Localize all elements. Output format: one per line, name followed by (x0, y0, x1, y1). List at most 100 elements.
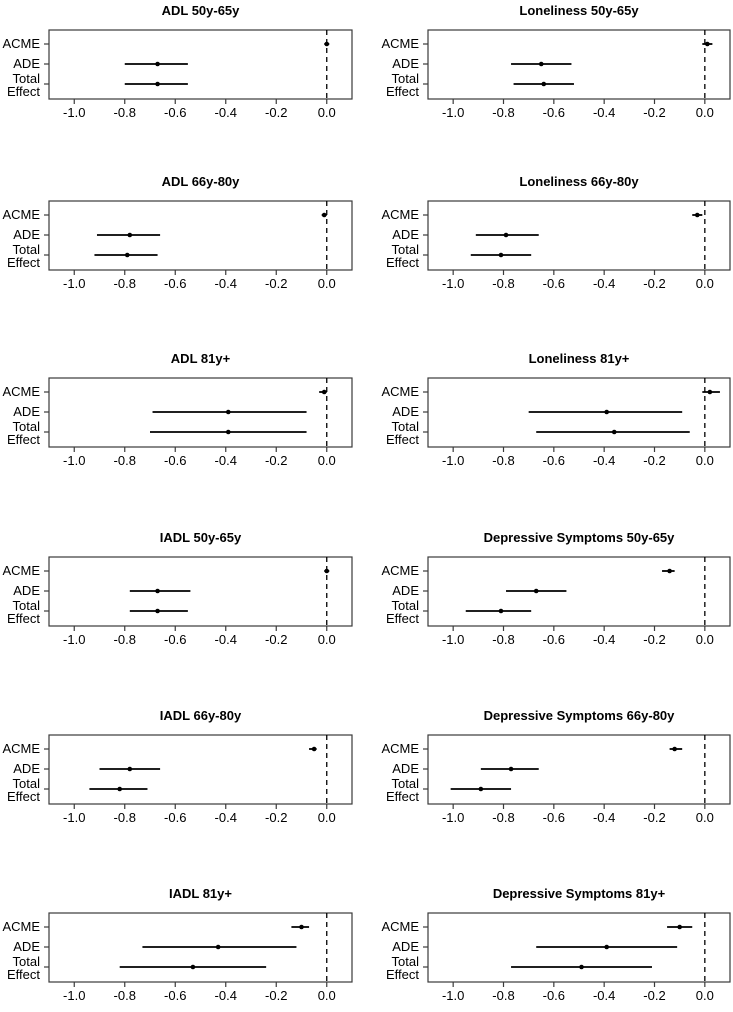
y-axis-label: Effect (7, 84, 40, 99)
y-axis-label: Total (392, 598, 420, 613)
panel-title: IADL 81y+ (169, 886, 232, 901)
x-tick-label: 0.0 (696, 453, 714, 468)
x-tick-label: -0.4 (593, 276, 615, 291)
x-tick-label: 0.0 (696, 810, 714, 825)
y-axis-label: ACME (381, 919, 419, 934)
x-tick-label: -0.8 (114, 988, 136, 1003)
panel-plot-area: -1.0 -0.8 -0.6 -0.4 -0.2 0.0 ACME ADETotalEffec… (2, 912, 353, 1003)
x-tick-label: -0.6 (164, 276, 186, 291)
x-tick-label: -1.0 (442, 105, 464, 120)
point-estimate (225, 409, 231, 415)
y-axis-label: ACME (381, 36, 419, 51)
x-tick-label: -0.6 (543, 810, 565, 825)
point-estimate (225, 429, 231, 435)
x-tick-label: -0.6 (543, 988, 565, 1003)
x-tick-label: 0.0 (696, 988, 714, 1003)
point-estimate (215, 944, 221, 950)
x-tick-label: -1.0 (63, 276, 85, 291)
plot-frame (48, 29, 353, 100)
y-axis-label: Effect (7, 967, 40, 982)
y-axis-label: ACME (2, 919, 40, 934)
panel-title: IADL 50y-65y (159, 530, 242, 545)
point-estimate (604, 944, 609, 950)
x-tick-label: 0.0 (696, 105, 714, 120)
point-estimate (124, 252, 130, 258)
y-axis-label: ACME (2, 563, 40, 578)
x-tick-label: -0.4 (215, 810, 237, 825)
y-axis-label: Effect (7, 432, 40, 447)
point-estimate (155, 81, 160, 87)
y-axis-label: ACME (2, 207, 40, 222)
forest-panel-adl-66y-80y: ADL 66y-80y -1.0 -0.8 -0.6 -0.4 -0.2 0.0 ACME A… (0, 171, 366, 301)
y-axis-label: Effect (386, 432, 419, 447)
x-tick-label: 0.0 (318, 453, 336, 468)
y-axis-label: Effect (7, 611, 40, 626)
point-estimate (538, 61, 544, 67)
y-axis-label: Total (392, 242, 420, 257)
x-tick-label: -0.2 (643, 988, 665, 1003)
point-estimate (533, 588, 539, 594)
forest-panel-adl-81y-plus: ADL 81y+ -1.0 -0.8 -0.6 -0.4 -0.2 0.0 ACME ADE T… (0, 348, 366, 478)
x-tick-label: -1.0 (63, 453, 85, 468)
panel-title: Loneliness 50y-65y (519, 3, 639, 18)
y-axis-label: ACME (2, 384, 40, 399)
y-axis-label: Effect (7, 789, 40, 804)
y-axis-label: Total (392, 954, 420, 969)
x-tick-label: -1.0 (442, 988, 464, 1003)
x-tick-label: -0.6 (543, 632, 565, 647)
point-estimate (498, 608, 504, 614)
point-estimate (611, 429, 617, 435)
x-tick-label: -0.8 (114, 105, 136, 120)
x-tick-label: 0.0 (318, 276, 336, 291)
x-tick-label: -0.2 (265, 276, 287, 291)
x-tick-label: -0.4 (593, 988, 615, 1003)
y-axis-label: Total (13, 242, 41, 257)
panel-plot-area: -1.0 -0.8 -0.6 -0.4 -0.2 0.0 ACME ADETotalEffec… (381, 377, 731, 468)
x-tick-label: -1.0 (63, 105, 85, 120)
x-tick-label: -1.0 (442, 276, 464, 291)
y-axis-label: ADE (392, 56, 419, 71)
x-tick-label: -0.2 (265, 632, 287, 647)
forest-panel-adl-50y-65y: ADL 50y-65y -1.0 -0.8 -0.6 -0.4 -0.2 0.0 ACME A… (0, 0, 366, 130)
point-estimate (155, 588, 160, 594)
x-tick-label: 0.0 (318, 988, 336, 1003)
y-axis-label: Total (392, 419, 420, 434)
x-tick-label: -0.6 (543, 276, 565, 291)
y-axis-label: ACME (2, 741, 40, 756)
point-estimate (127, 766, 133, 772)
x-tick-label: -0.8 (114, 810, 136, 825)
y-axis-label: ADE (13, 939, 40, 954)
point-estimate (705, 41, 710, 47)
y-axis-label: ACME (2, 36, 40, 51)
panel-title: Depressive Symptoms 50y-65y (483, 530, 675, 545)
x-tick-label: -0.6 (543, 453, 565, 468)
plot-frame (48, 200, 353, 271)
x-tick-label: -0.4 (215, 105, 237, 120)
x-tick-label: -0.6 (164, 988, 186, 1003)
point-estimate (498, 252, 504, 258)
x-tick-label: -1.0 (442, 453, 464, 468)
y-axis-label: Total (392, 71, 420, 86)
panel-title: Loneliness 81y+ (528, 351, 630, 366)
y-axis-label: Effect (386, 789, 419, 804)
x-tick-label: -0.4 (593, 453, 615, 468)
point-estimate (677, 924, 682, 930)
plot-frame (427, 734, 731, 805)
forest-panel-iadl-50y-65y: IADL 50y-65y -1.0 -0.8 -0.6 -0.4 -0.2 0.0 ACME… (0, 527, 366, 657)
plot-frame (427, 556, 731, 627)
point-estimate (324, 568, 330, 574)
x-tick-label: -0.6 (164, 810, 186, 825)
y-axis-label: Effect (386, 84, 419, 99)
x-tick-label: -0.8 (492, 632, 514, 647)
point-estimate (672, 746, 677, 752)
panel-title: Loneliness 66y-80y (519, 174, 639, 189)
x-tick-label: -1.0 (63, 810, 85, 825)
y-axis-label: ACME (381, 741, 419, 756)
x-tick-label: -0.8 (492, 276, 514, 291)
panel-title: Depressive Symptoms 81y+ (492, 886, 666, 901)
x-tick-label: -0.2 (643, 453, 665, 468)
point-estimate (667, 568, 672, 574)
x-tick-label: -0.8 (114, 276, 136, 291)
point-estimate (299, 924, 304, 930)
